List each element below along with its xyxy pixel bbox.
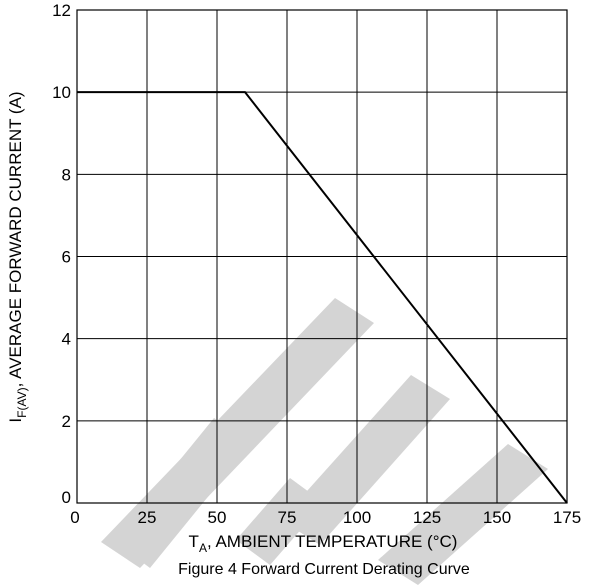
x-tick-label: 75 [278,508,297,527]
x-axis-title-subscript: A [199,541,207,555]
x-tick-label: 175 [553,508,581,527]
watermark-stroke [378,444,548,585]
y-tick-label: 4 [62,330,71,349]
y-tick-label: 6 [62,248,71,267]
y-axis-title: IF(AV), AVERAGE FORWARD CURRENT (A) [6,91,29,422]
x-tick-label: 125 [413,508,441,527]
watermark-stroke [236,478,324,565]
tick-labels: 0 25 50 75 100 125 150 175 0 2 4 6 8 10 12 [52,1,581,527]
figure-caption: Figure 4 Forward Current Derating Curve [178,561,470,578]
x-tick-label: 25 [138,508,157,527]
y-tick-label: 0 [62,488,71,507]
watermark-stroke [101,298,374,568]
y-tick-label: 12 [52,1,71,20]
y-tick-label: 10 [52,83,71,102]
x-axis-title: TA, AMBIENT TEMPERATURE (°C) [189,532,458,555]
y-tick-label: 2 [62,412,71,431]
y-axis-title-subscript: F(AV) [15,387,29,417]
x-tick-label: 100 [343,508,371,527]
y-tick-label: 8 [62,165,71,184]
x-tick-label: 50 [208,508,227,527]
grid [76,9,568,504]
x-tick-label: 0 [70,508,79,527]
watermark [101,298,548,585]
derating-curve [77,91,568,504]
x-tick-label: 150 [483,508,511,527]
plot-frame [76,9,568,504]
